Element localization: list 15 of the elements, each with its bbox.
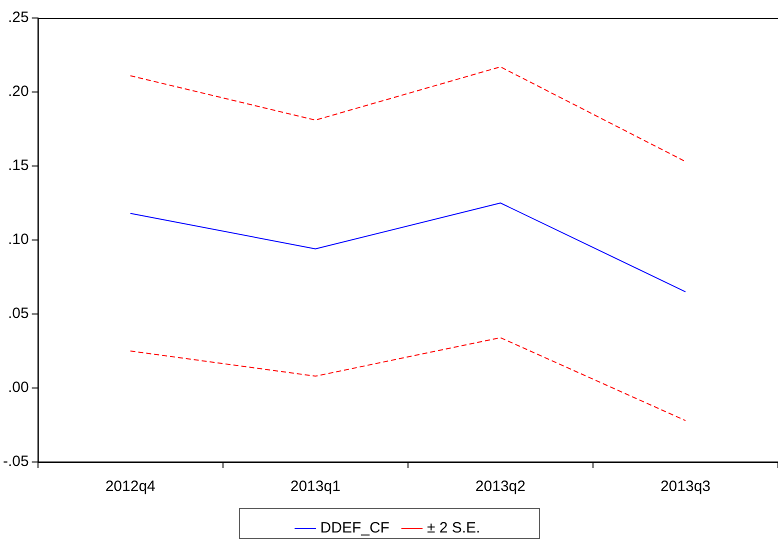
legend-label: DDEF_CF xyxy=(320,520,390,537)
x-tick-label: 2013q1 xyxy=(290,478,340,496)
x-tick-label: 2013q2 xyxy=(475,478,526,496)
y-tick-label: .20 xyxy=(8,83,29,100)
y-tick-label: .25 xyxy=(8,9,29,26)
x-tick-label: 2012q4 xyxy=(105,478,156,496)
y-tick-label: .10 xyxy=(8,231,29,248)
line-series xyxy=(130,66,686,162)
y-tick-label: .05 xyxy=(8,305,29,322)
y-tick-label: .00 xyxy=(8,379,29,396)
y-tick-label: .15 xyxy=(8,157,29,174)
x-tick-label: 2013q3 xyxy=(660,478,711,496)
y-tick-label: -.05 xyxy=(2,453,29,470)
line-series xyxy=(130,337,686,422)
legend-label: ± 2 S.E. xyxy=(426,520,480,537)
